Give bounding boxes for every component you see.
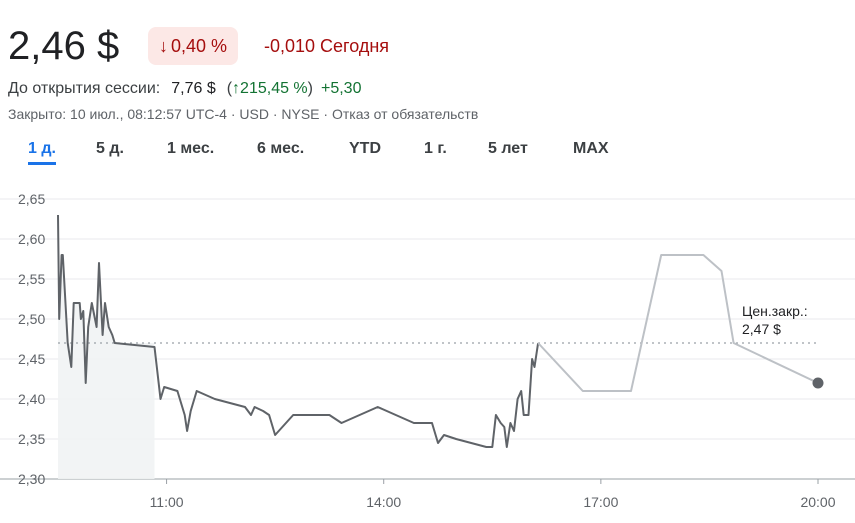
y-tick-label: 2,55	[18, 271, 45, 287]
prev-close-label: Цен.закр.:	[742, 303, 808, 319]
premarket-open-paren: (	[226, 80, 233, 97]
tab-max[interactable]: MAX	[573, 140, 609, 157]
prev-close: Цен.закр.: 2,47 $	[58, 303, 818, 344]
x-tick-label: 17:00	[583, 494, 618, 510]
tab-ytd[interactable]: YTD	[349, 140, 381, 157]
regular-session-line	[57, 214, 540, 448]
premarket-abs-change: +5,30	[320, 80, 362, 97]
down-arrow-icon: ↓	[159, 36, 168, 56]
area-fill	[58, 215, 155, 479]
x-tick-label: 20:00	[800, 494, 835, 510]
market-meta-info: Закрыто: 10 июл., 08:12:57 UTC-4 · USD ·…	[8, 106, 479, 122]
tab-5y[interactable]: 5 лет	[488, 140, 528, 157]
tab-6m[interactable]: 6 мес.	[257, 140, 305, 157]
price-chart[interactable]: 2,65 2,60 2,55 2,50 2,45 2,40 2,35 2,30 11:00 14…	[0, 180, 855, 515]
premarket-percent: 215,45 %	[240, 80, 308, 97]
y-tick-label: 2,35	[18, 431, 45, 447]
up-arrow-icon: ↑	[232, 80, 241, 97]
x-axis: 11:00 14:00 17:00 20:00	[150, 479, 836, 510]
opening-area	[58, 215, 155, 479]
y-tick-label: 2,65	[18, 191, 45, 207]
tab-1d[interactable]: 1 д.	[28, 138, 56, 165]
y-tick-label: 2,60	[18, 231, 45, 247]
tab-1y[interactable]: 1 г.	[424, 140, 447, 157]
x-tick-label: 11:00	[150, 494, 184, 510]
series-lines	[57, 214, 824, 448]
y-tick-label: 2,40	[18, 391, 45, 407]
prev-close-value: 2,47 $	[742, 321, 781, 337]
today-change: -0,010 Сегодня	[264, 36, 390, 56]
tab-5d[interactable]: 5 д.	[96, 140, 124, 157]
y-tick-label: 2,50	[18, 311, 45, 327]
x-tick-label: 14:00	[366, 494, 401, 510]
change-percent-badge: ↓ 0,40 %	[148, 27, 239, 65]
premarket-price: 7,76 $	[171, 80, 216, 97]
last-price-dot	[812, 377, 824, 389]
after-hours-line	[537, 254, 819, 392]
premarket-label: До открытия сессии:	[8, 80, 161, 97]
y-axis: 2,65 2,60 2,55 2,50 2,45 2,40 2,35 2,30	[18, 191, 45, 487]
change-percent-value: 0,40 %	[171, 36, 228, 56]
range-tabs: 1 д. 5 д. 1 мес. 6 мес. YTD 1 г. 5 лет M…	[0, 138, 855, 168]
premarket-close-paren: )	[307, 80, 313, 97]
tab-1m[interactable]: 1 мес.	[167, 140, 215, 157]
premarket-row: До открытия сессии: 7,76 $ ( ↑ 215,45 % …	[8, 78, 361, 100]
y-tick-label: 2,45	[18, 351, 45, 367]
current-price: 2,46 $	[8, 24, 120, 68]
y-tick-label: 2,30	[18, 471, 45, 487]
